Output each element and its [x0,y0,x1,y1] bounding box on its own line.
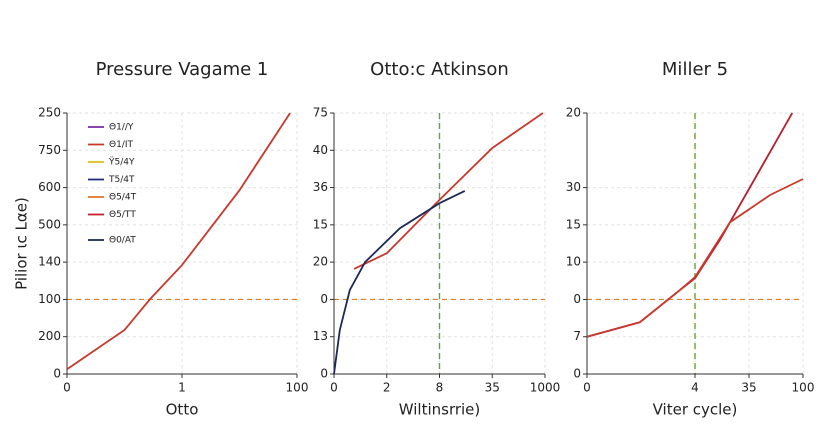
y-tick-label: 13 [313,329,328,343]
legend-label: Θ5/4T [109,193,137,203]
y-axis-label: Pilior ιc Lαe) [13,197,31,290]
y-tick-label: 30 [566,180,581,194]
y-tick-label: 0 [573,292,581,306]
legend-label: Θ1/ΙT [109,140,133,150]
y-tick-label: 250 [38,106,61,120]
line-series [66,112,291,370]
y-tick-label: 40 [313,143,328,157]
y-tick-label: 100 [38,292,61,306]
y-tick-label: 0 [320,367,328,381]
x-tick-label: 100 [792,381,815,395]
y-tick-label: 20 [566,106,581,120]
y-tick-label: 75 [313,106,328,120]
legend-label: Θ5/ΤT [109,210,136,220]
y-tick-label: 200 [38,329,61,343]
x-tick-label: 35 [485,381,500,395]
x-tick-label: 100 [286,381,309,395]
legend-label: Θ0/AT [109,236,136,246]
line-series [586,178,804,338]
legend-label: Θ1//Y [109,123,134,133]
y-tick-label: 140 [38,255,61,269]
x-tick-label: 2 [383,381,391,395]
x-tick-label: 8 [436,381,444,395]
y-tick-label: 10 [566,255,581,269]
y-tick-label: 0 [320,292,328,306]
y-tick-label: 15 [313,217,328,231]
x-tick-label: 4 [691,381,699,395]
chart-title: Otto:c Atkinson [370,59,509,80]
line-series [353,112,544,270]
y-tick-label: 15 [566,217,581,231]
line-series [333,190,466,375]
y-tick-label: 7 [573,329,581,343]
x-tick-label: 0 [63,381,71,395]
y-tick-label: 20 [313,255,328,269]
x-axis-label: Wiltinsrrie) [399,401,481,419]
x-axis-label: Otto [166,401,199,419]
x-tick-label: 1000 [530,381,561,395]
chart-title: Miller 5 [662,59,728,80]
legend-label: Τ5/4T [108,175,135,185]
x-tick-label: 1 [178,381,186,395]
chart-title: Pressure Vagame 1 [96,59,269,80]
legend-label: Ϋ5/4Y [108,157,135,168]
y-tick-label: 0 [573,367,581,381]
x-tick-label: 0 [330,381,338,395]
y-tick-label: 500 [38,217,61,231]
y-tick-label: 600 [38,180,61,194]
x-tick-label: 0 [583,381,591,395]
x-tick-label: 35 [741,381,756,395]
y-tick-label: 750 [38,143,61,157]
x-axis-label: Viter cycle) [653,401,738,419]
y-tick-label: 0 [53,367,61,381]
y-tick-label: 36 [313,180,328,194]
